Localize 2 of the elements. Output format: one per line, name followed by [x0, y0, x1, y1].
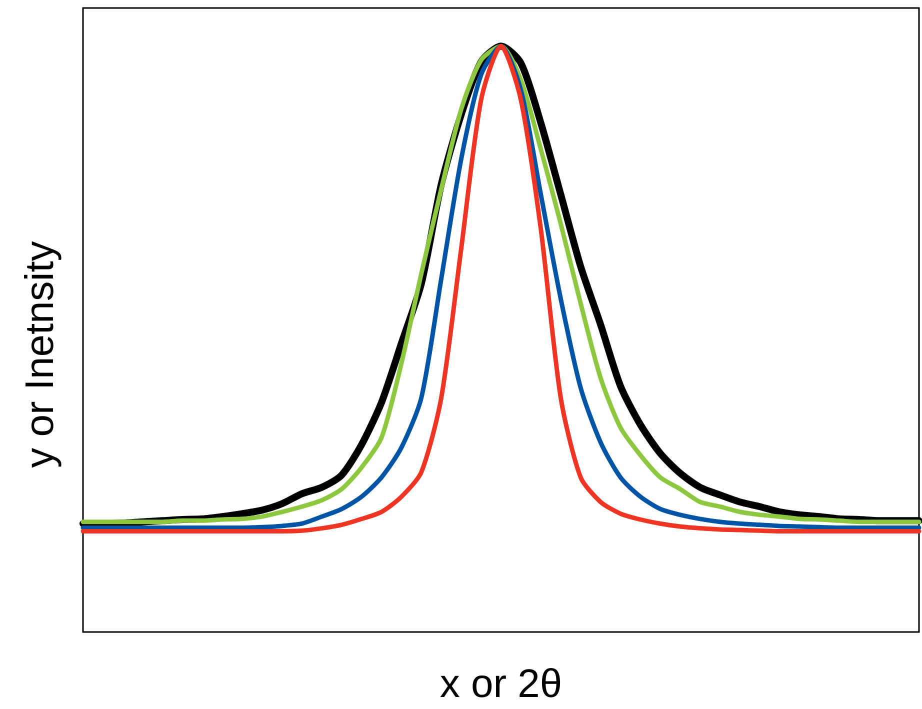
- x-axis-title: x or 2θ: [440, 662, 562, 706]
- y-axis-title: y or Inetnsity: [18, 241, 62, 468]
